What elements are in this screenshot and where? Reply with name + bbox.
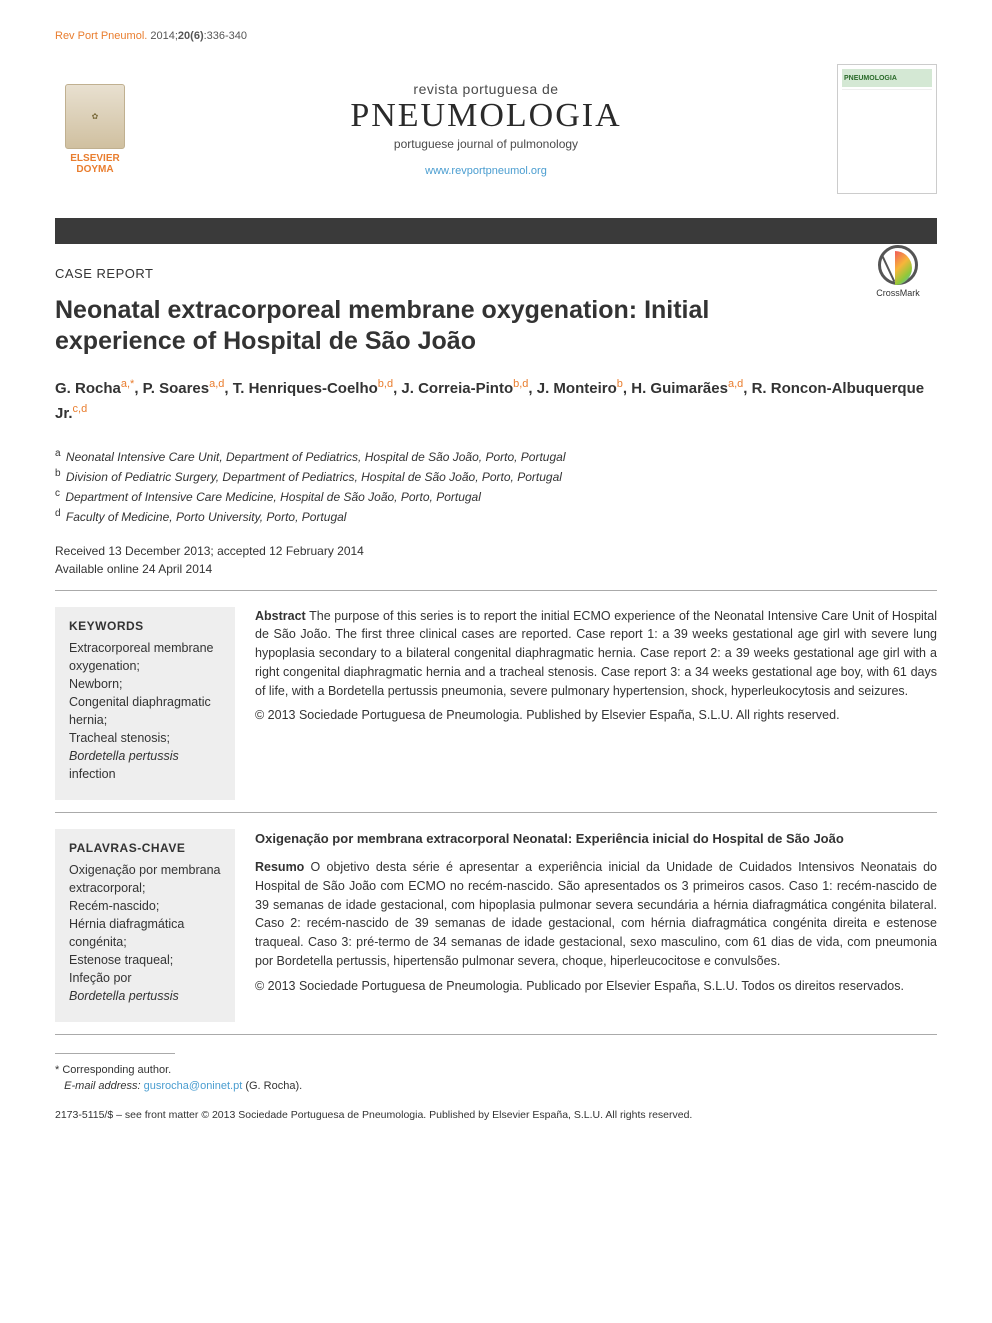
keywords-pt-heading: PALAVRAS-CHAVE [69,841,221,855]
front-matter: 2173-5115/$ – see front matter © 2013 So… [55,1109,937,1121]
author: G. Rochaa,* [55,380,134,397]
author-affiliation-marker: b,d [378,378,393,390]
received-accepted-date: Received 13 December 2013; accepted 12 F… [55,542,937,560]
corr-email-link[interactable]: gusrocha@oninet.pt [144,1080,243,1092]
abstract-en-section: KEYWORDS Extracorporeal membrane oxygena… [55,607,937,800]
author-affiliation-marker: c,d [73,403,88,415]
publisher-logo: ✿ ELSEVIER DOYMA [55,84,135,175]
affiliation-list: a Neonatal Intensive Care Unit, Departme… [55,446,937,526]
running-head-pages: :336-340 [204,30,247,42]
cover-thumb-title: PNEUMOLOGIA [842,69,932,87]
corr-text: Corresponding author. [59,1064,171,1076]
affiliation: c Department of Intensive Care Medicine,… [55,486,937,506]
abstract-en-label: Abstract [255,609,306,623]
cover-thumbnail: PNEUMOLOGIA [837,64,937,194]
divider [55,812,937,813]
abstract-en-text: The purpose of this series is to report … [255,609,937,698]
keyword: Newborn; [69,675,221,693]
abstract-pt-title: Oxigenação por membrana extracorporal Ne… [255,829,937,849]
keywords-pt-list: Oxigenação por membrana extracorporal;Re… [69,861,221,1006]
author: P. Soaresa,d [143,380,225,397]
journal-subtitle-bottom: portuguese journal of pulmonology [350,137,621,151]
running-head-journal: Rev Port Pneumol. [55,30,147,42]
author-affiliation-marker: a,d [728,378,743,390]
section-divider-bar [55,218,937,244]
abstract-en-copyright: © 2013 Sociedade Portuguesa de Pneumolog… [255,706,937,725]
keywords-en-list: Extracorporeal membrane oxygenation;Newb… [69,639,221,784]
running-head-volume: 20(6) [178,30,204,42]
author: J. Correia-Pintob,d [401,380,528,397]
footnotes: * Corresponding author. E-mail address: … [55,1062,937,1095]
elsevier-tree-icon: ✿ [65,84,125,149]
keyword: Bordetella pertussis infection [69,747,221,783]
crossmark-icon [878,245,918,285]
keyword: Oxigenação por membrana extracorporal; [69,861,221,897]
divider [55,1034,937,1035]
journal-title-block: revista portuguesa de PNEUMOLOGIA portug… [350,81,621,177]
affiliation: b Division of Pediatric Surgery, Departm… [55,466,937,486]
abstract-pt-label: Resumo [255,860,304,874]
keyword: Infeção por [69,969,221,987]
abstract-pt-copyright: © 2013 Sociedade Portuguesa de Pneumolog… [255,977,937,996]
journal-banner: ✿ ELSEVIER DOYMA revista portuguesa de P… [55,60,937,208]
journal-url-link[interactable]: www.revportpneumol.org [350,165,621,177]
keywords-pt-box: PALAVRAS-CHAVE Oxigenação por membrana e… [55,829,235,1022]
keyword: Congenital diaphragmatic hernia; [69,693,221,729]
publisher-name: ELSEVIER DOYMA [70,153,119,175]
journal-title: PNEUMOLOGIA [350,97,621,135]
abstract-pt-body: Oxigenação por membrana extracorporal Ne… [255,829,937,1022]
corresponding-author-note: * Corresponding author. [55,1062,937,1079]
crossmark-badge[interactable]: CrossMark [859,245,937,299]
article-dates: Received 13 December 2013; accepted 12 F… [55,542,937,578]
author: J. Monteirob [537,380,623,397]
email-tail: (G. Rocha). [242,1080,302,1092]
crossmark-label: CrossMark [876,288,920,298]
keywords-en-box: KEYWORDS Extracorporeal membrane oxygena… [55,607,235,800]
divider [55,590,937,591]
journal-subtitle-top: revista portuguesa de [350,81,621,97]
author-affiliation-marker: a,* [121,378,134,390]
email-line: E-mail address: gusrocha@oninet.pt (G. R… [55,1078,937,1095]
keyword: Bordetella pertussis [69,987,221,1005]
abstract-en-body: Abstract The purpose of this series is t… [255,607,937,800]
author-list: G. Rochaa,*, P. Soaresa,d, T. Henriques-… [55,376,937,426]
keyword: Recém-nascido; [69,897,221,915]
keyword: Tracheal stenosis; [69,729,221,747]
affiliation: d Faculty of Medicine, Porto University,… [55,506,937,526]
affiliation: a Neonatal Intensive Care Unit, Departme… [55,446,937,466]
footnote-separator [55,1053,175,1054]
email-label: E-mail address: [64,1080,143,1092]
keyword: Extracorporeal membrane oxygenation; [69,639,221,675]
abstract-pt-text: O objetivo desta série é apresentar a ex… [255,860,937,968]
online-date: Available online 24 April 2014 [55,560,937,578]
author-affiliation-marker: b,d [513,378,528,390]
running-head-year: 2014; [147,30,178,42]
article-title: Neonatal extracorporeal membrane oxygena… [55,295,795,358]
keyword: Hérnia diafragmática congénita; [69,915,221,951]
author: T. Henriques-Coelhob,d [233,380,393,397]
article-type: CASE REPORT [55,266,937,281]
author-affiliation-marker: b [617,378,623,390]
author-affiliation-marker: a,d [209,378,224,390]
abstract-pt-section: PALAVRAS-CHAVE Oxigenação por membrana e… [55,829,937,1022]
running-head: Rev Port Pneumol. 2014;20(6):336-340 [55,30,937,42]
keywords-en-heading: KEYWORDS [69,619,221,633]
keyword: Estenose traqueal; [69,951,221,969]
author: H. Guimarãesa,d [631,380,743,397]
